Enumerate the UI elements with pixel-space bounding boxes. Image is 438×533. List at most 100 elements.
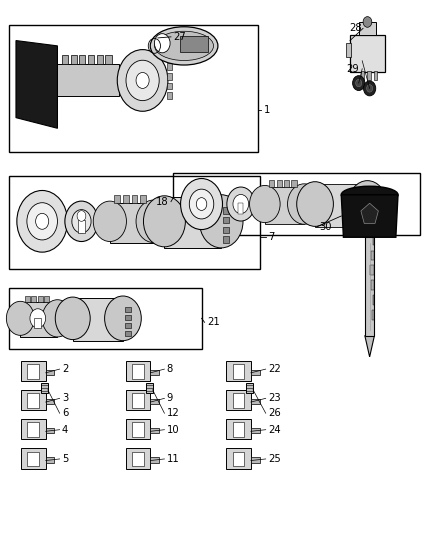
Bar	[41, 383, 48, 393]
Bar	[226, 361, 251, 381]
Bar	[132, 422, 144, 437]
Text: 2: 2	[62, 364, 68, 374]
Bar	[27, 451, 39, 466]
Bar	[346, 43, 351, 56]
Bar	[251, 457, 260, 463]
Bar	[251, 369, 260, 375]
Circle shape	[117, 50, 168, 111]
Bar	[315, 184, 367, 228]
Text: 24: 24	[268, 425, 280, 435]
Bar	[359, 22, 376, 35]
Bar	[150, 399, 159, 404]
Circle shape	[353, 76, 365, 91]
Bar	[10, 176, 261, 269]
Circle shape	[364, 81, 376, 96]
Text: 27: 27	[173, 32, 186, 42]
Bar	[21, 390, 46, 410]
Bar	[53, 77, 57, 84]
Circle shape	[126, 60, 159, 101]
Bar	[31, 296, 36, 302]
Bar	[46, 369, 54, 375]
Bar	[233, 451, 244, 466]
Text: 18: 18	[155, 197, 168, 207]
Bar	[370, 265, 374, 275]
Bar	[233, 422, 244, 437]
Bar	[350, 35, 385, 72]
Ellipse shape	[150, 27, 218, 65]
Bar	[132, 451, 144, 466]
Bar	[223, 236, 230, 243]
Text: 7: 7	[268, 232, 275, 243]
Bar	[46, 457, 54, 463]
Text: 26: 26	[268, 408, 281, 418]
Bar	[371, 251, 374, 260]
Bar	[166, 63, 172, 70]
Circle shape	[348, 181, 387, 228]
Text: 29: 29	[346, 64, 359, 74]
Circle shape	[35, 213, 49, 229]
Bar	[132, 195, 138, 203]
Bar	[150, 428, 159, 433]
Circle shape	[30, 309, 46, 328]
Circle shape	[356, 79, 362, 87]
Bar	[132, 364, 144, 379]
Text: 8: 8	[166, 364, 173, 374]
Bar	[373, 236, 374, 245]
Text: 23: 23	[268, 393, 280, 403]
Text: 4: 4	[62, 425, 68, 435]
Text: 1: 1	[264, 104, 270, 115]
Bar	[166, 83, 172, 90]
Circle shape	[144, 196, 185, 247]
Bar	[277, 180, 282, 187]
Circle shape	[42, 300, 73, 337]
Bar	[166, 92, 172, 99]
Bar	[238, 203, 244, 214]
Circle shape	[7, 301, 34, 335]
Bar	[226, 390, 251, 410]
Bar	[126, 448, 150, 469]
Bar	[126, 361, 150, 381]
Bar	[21, 419, 46, 439]
Bar	[20, 302, 57, 337]
Bar	[97, 55, 103, 64]
Text: 30: 30	[319, 222, 332, 232]
Circle shape	[72, 209, 91, 233]
Bar	[106, 55, 112, 64]
Bar	[374, 71, 378, 80]
Bar	[126, 390, 150, 410]
Bar	[10, 288, 201, 349]
Circle shape	[93, 201, 127, 241]
Bar	[233, 364, 244, 379]
Circle shape	[136, 200, 171, 243]
Bar	[110, 203, 153, 243]
Text: 5: 5	[62, 454, 68, 464]
Circle shape	[297, 182, 333, 227]
Text: 21: 21	[207, 317, 219, 327]
Bar	[223, 217, 230, 223]
Bar	[21, 448, 46, 469]
Polygon shape	[16, 41, 57, 128]
Circle shape	[356, 197, 384, 231]
Text: 25: 25	[268, 454, 281, 464]
Bar	[62, 55, 68, 64]
Bar	[150, 457, 159, 463]
Bar	[73, 298, 123, 341]
Bar	[146, 383, 152, 393]
Text: 9: 9	[166, 393, 173, 403]
Circle shape	[77, 211, 86, 221]
Bar	[71, 55, 77, 64]
Text: 11: 11	[166, 454, 179, 464]
Bar	[367, 71, 371, 80]
Bar	[125, 331, 131, 336]
Circle shape	[227, 187, 255, 221]
Polygon shape	[341, 195, 398, 237]
Bar	[38, 296, 42, 302]
Text: 28: 28	[349, 23, 362, 34]
Bar	[57, 64, 119, 96]
Bar	[125, 323, 131, 328]
Circle shape	[250, 185, 280, 223]
Bar	[223, 207, 230, 214]
Bar	[370, 201, 375, 206]
Bar	[372, 310, 374, 320]
Bar	[166, 73, 172, 80]
